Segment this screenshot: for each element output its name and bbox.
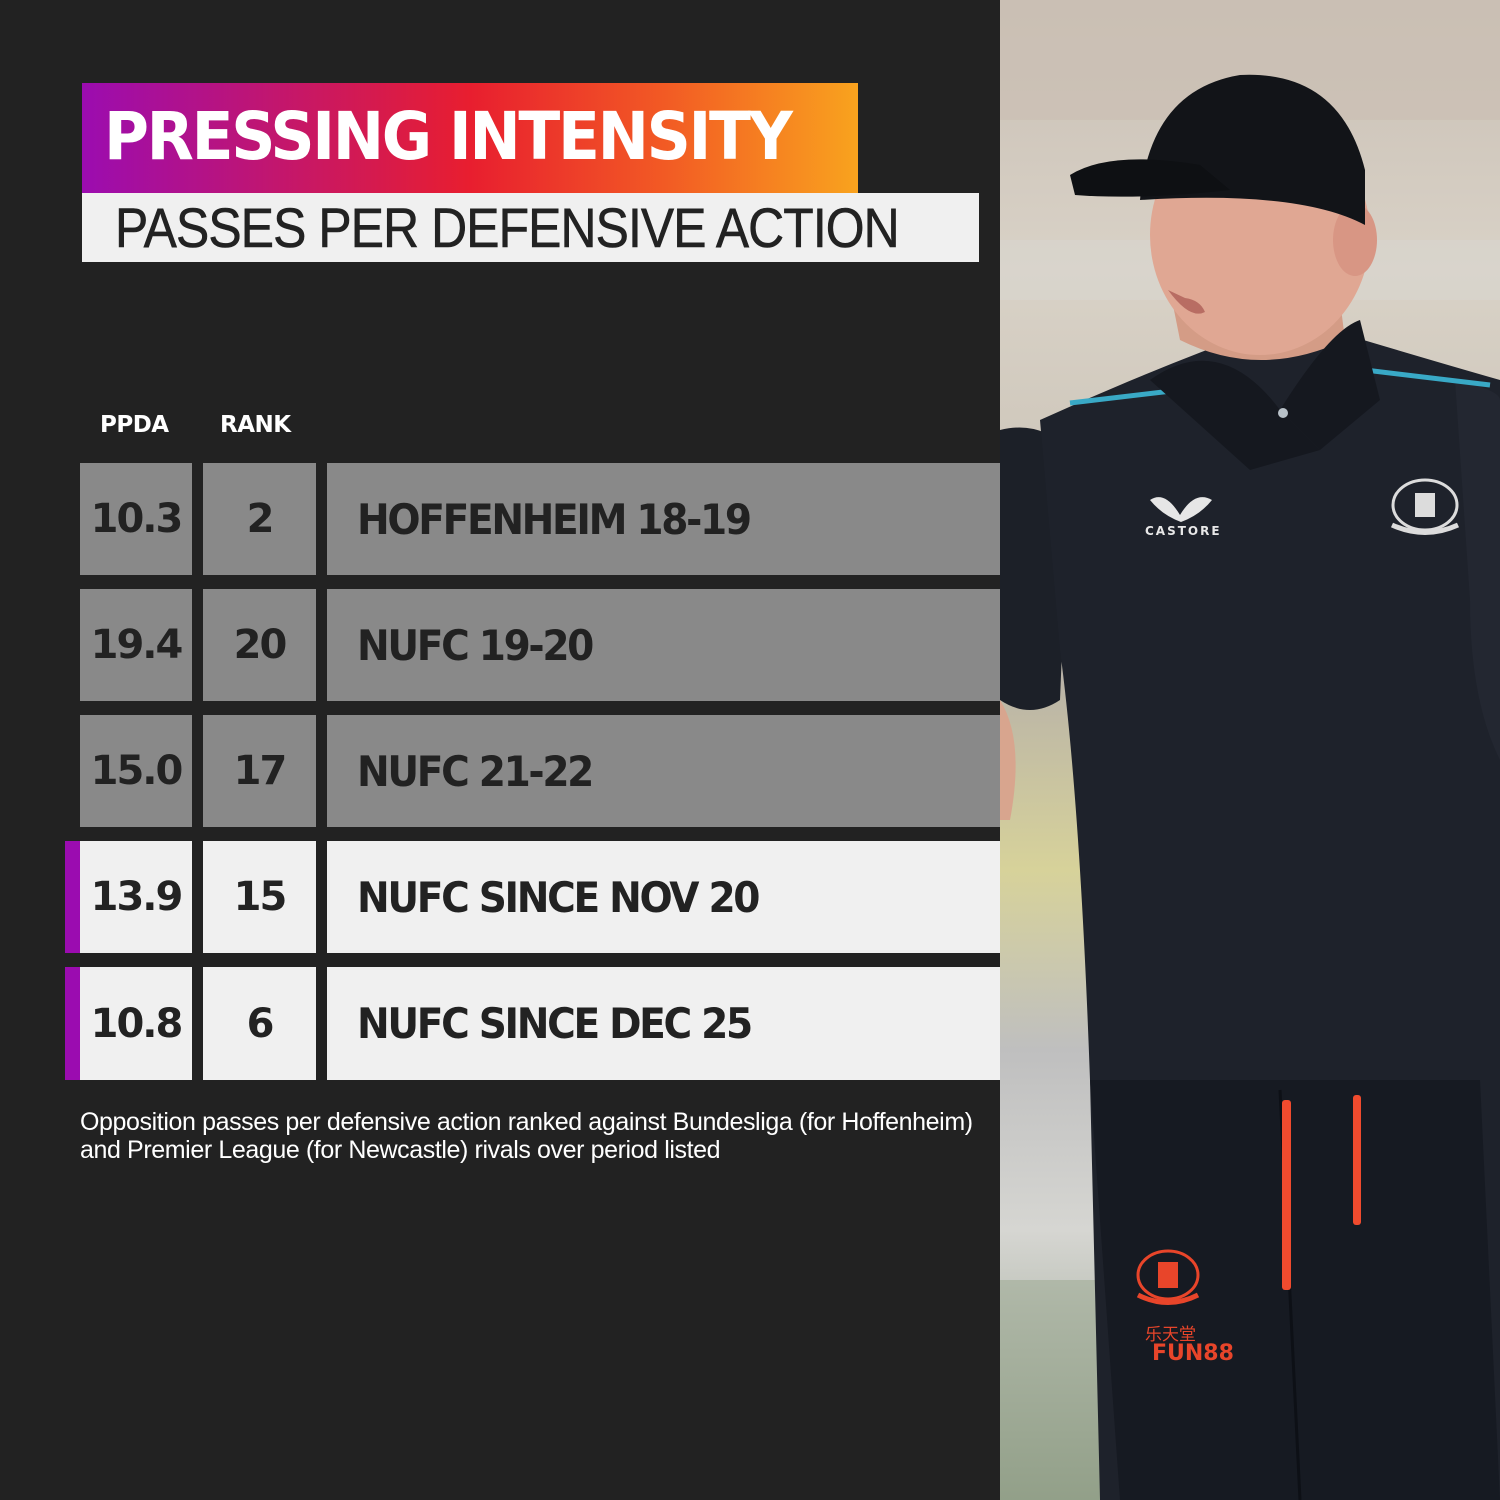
castore-wings-icon	[1150, 497, 1212, 522]
sponsor-cn-text: 乐天堂	[1145, 1325, 1196, 1345]
highlight-accent-bar	[65, 841, 80, 953]
rank-value: 20	[203, 589, 316, 701]
table-row-highlighted: 13.9 15 NUFC SINCE NOV 20	[0, 841, 1000, 953]
ppda-value: 13.9	[80, 841, 192, 953]
coach-figure-illustration: CASTORE 乐天堂 FUN88	[1000, 0, 1500, 1500]
table-row: 19.4 20 NUFC 19-20	[0, 589, 1000, 701]
ppda-value: 10.3	[80, 463, 192, 575]
page-title: PRESSING INTENSITY	[104, 98, 793, 175]
newcastle-crest-orange-icon	[1136, 1249, 1200, 1305]
team-label: NUFC SINCE NOV 20	[327, 841, 1000, 953]
table-row: 15.0 17 NUFC 21-22	[0, 715, 1000, 827]
team-label-text: NUFC 21-22	[357, 746, 594, 796]
team-label: NUFC 19-20	[327, 589, 1000, 701]
newcastle-crest-icon	[1390, 478, 1460, 535]
team-label: NUFC 21-22	[327, 715, 1000, 827]
sponsor-logo-text: FUN88	[1152, 1341, 1234, 1366]
table-row-highlighted: 10.8 6 NUFC SINCE DEC 25	[0, 967, 1000, 1080]
rank-value: 17	[203, 715, 316, 827]
rank-value: 15	[203, 841, 316, 953]
rank-value: 2	[203, 463, 316, 575]
team-label: HOFFENHEIM 18-19	[327, 463, 1000, 575]
team-label-text: NUFC SINCE DEC 25	[357, 999, 753, 1048]
page-subtitle: PASSES PER DEFENSIVE ACTION	[115, 196, 900, 260]
rank-value: 6	[203, 967, 316, 1080]
column-header-ppda: PPDA	[100, 412, 169, 438]
column-header-rank: RANK	[220, 412, 291, 438]
castore-logo-text: CASTORE	[1145, 524, 1222, 538]
coach-photo: CASTORE 乐天堂 FUN88	[1000, 0, 1500, 1500]
ppda-value: 19.4	[80, 589, 192, 701]
team-label-text: NUFC SINCE NOV 20	[357, 872, 760, 922]
title-banner: PRESSING INTENSITY	[82, 83, 858, 193]
footnote: Opposition passes per defensive action r…	[80, 1108, 973, 1164]
team-label-text: HOFFENHEIM 18-19	[357, 494, 752, 544]
ppda-value: 15.0	[80, 715, 192, 827]
subtitle-banner: PASSES PER DEFENSIVE ACTION	[82, 193, 979, 262]
infographic-panel: PRESSING INTENSITY PASSES PER DEFENSIVE …	[0, 83, 1000, 1164]
highlight-accent-bar	[65, 967, 80, 1080]
ppda-value: 10.8	[80, 967, 192, 1080]
team-label: NUFC SINCE DEC 25	[327, 967, 1000, 1080]
team-label-text: NUFC 19-20	[357, 620, 594, 670]
table-row: 10.3 2 HOFFENHEIM 18-19	[0, 463, 1000, 575]
